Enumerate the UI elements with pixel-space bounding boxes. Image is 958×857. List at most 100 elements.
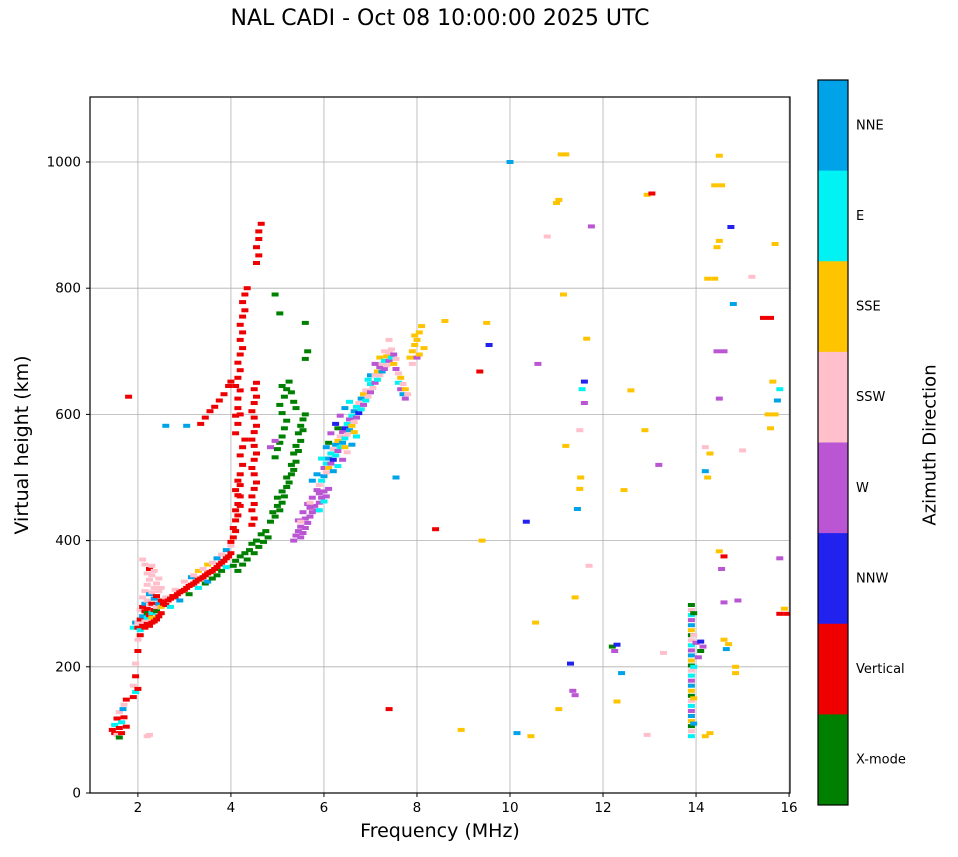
data-point [378,361,386,366]
data-point [129,625,137,630]
data-point [220,558,228,563]
data-point [560,292,567,297]
data-point [143,582,151,587]
data-point [687,608,695,612]
data-point [280,426,288,431]
data-point [576,486,584,491]
data-point [208,560,216,565]
data-point [399,392,407,397]
data-point [729,302,737,306]
data-point [367,373,374,378]
data-point [390,361,398,366]
data-point [783,611,790,616]
data-point [371,373,379,378]
data-point [720,637,728,642]
colorbar-segment-w [818,442,848,534]
data-point [146,732,153,737]
data-point [641,428,649,433]
data-point [322,494,330,499]
data-point [327,461,335,466]
data-point [576,428,584,433]
data-point [267,445,274,450]
data-point [155,614,163,619]
data-point [718,183,726,188]
data-point [620,488,628,493]
data-point [687,618,695,623]
data-point [229,526,237,530]
data-point [248,409,256,414]
data-point [253,261,260,265]
data-point [180,579,188,584]
data-point [418,324,426,329]
data-point [273,503,281,508]
data-point [253,245,260,250]
data-point [250,457,258,462]
x-tick-label: 8 [413,800,422,816]
data-point [155,576,163,581]
data-point [308,495,316,500]
data-point [194,568,202,573]
y-tick-label: 200 [55,659,81,675]
colorbar-segment-x-mode [818,714,848,806]
data-point [236,472,244,477]
data-point [285,480,293,485]
data-point [383,354,391,359]
data-point [318,495,326,500]
data-point [415,330,423,335]
data-point [706,451,714,456]
data-point [562,152,570,157]
data-point [339,457,347,462]
data-point [150,596,158,601]
data-point [287,472,295,477]
data-point [222,565,230,570]
data-point [315,491,323,496]
data-point [250,387,258,392]
data-point [271,514,279,519]
data-point [132,674,140,679]
data-point [153,581,160,586]
data-point [687,673,695,678]
data-point [148,601,156,606]
data-point [276,508,284,513]
data-point [239,562,247,567]
data-point [769,379,777,384]
data-point [687,603,695,607]
data-point [571,595,579,600]
data-point [420,346,428,351]
data-point [371,361,379,366]
data-point [701,734,709,739]
data-point [227,379,235,384]
data-point [257,532,265,537]
data-point [297,535,305,540]
data-point [246,548,253,553]
data-point [341,436,349,441]
data-point [239,330,247,335]
data-point [232,508,240,513]
data-point [290,538,298,543]
data-point [613,642,621,647]
data-point [339,430,347,435]
colorbar-segment-nnw [818,533,848,625]
data-point [320,466,328,470]
data-point [334,426,342,431]
data-point [204,562,212,567]
data-point [748,274,756,279]
data-point [627,388,635,393]
data-point [334,449,342,453]
data-point [580,379,588,384]
data-point [119,707,127,712]
data-point [176,598,184,603]
data-point [776,556,784,561]
data-point [578,387,586,392]
data-point [687,698,695,703]
data-point [394,371,402,376]
data-point [362,398,370,403]
data-point [115,710,123,715]
data-point [687,729,695,734]
data-point [711,183,719,188]
data-point [413,337,421,342]
data-point [704,475,712,480]
data-point [483,320,491,325]
data-point [215,398,223,403]
data-point [218,568,226,573]
